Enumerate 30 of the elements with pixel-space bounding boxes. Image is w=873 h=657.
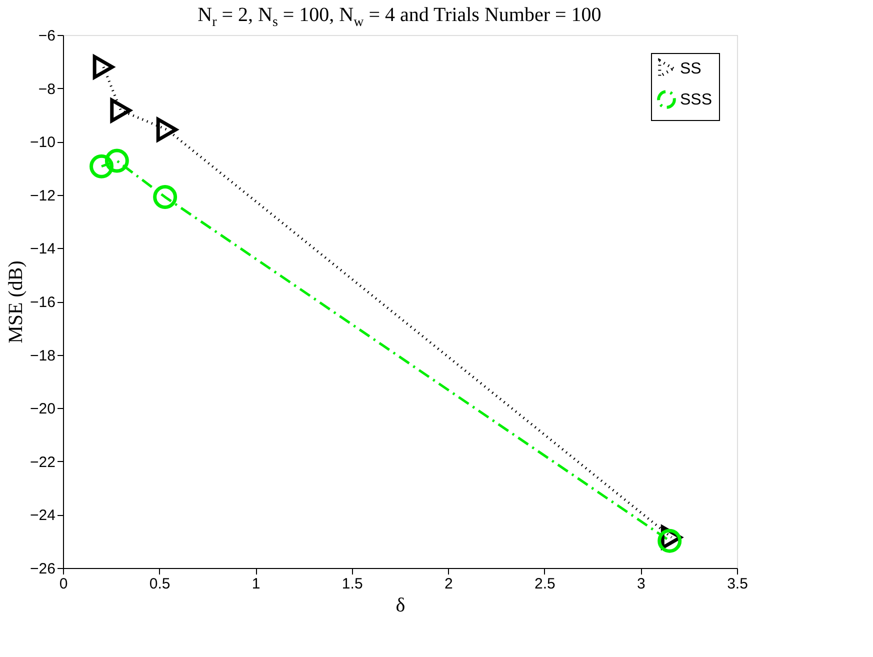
y-tick-label: −6 [38, 28, 56, 44]
y-axis-title: MSE (dB) [5, 260, 28, 344]
x-tick-label: 1.5 [342, 576, 363, 592]
y-tick-label: −14 [30, 240, 56, 258]
legend-label: SS [680, 60, 702, 78]
y-tick-label: −16 [30, 294, 56, 311]
point [153, 185, 178, 210]
point [90, 154, 114, 178]
x-tick-label: 2 [444, 576, 453, 592]
y-tick-label: −12 [30, 187, 56, 204]
y-tick-label: −10 [30, 134, 56, 152]
legend-label: SSS [680, 92, 712, 108]
y-tick-label: −22 [30, 454, 56, 471]
x-tick-label: 2.5 [534, 576, 556, 592]
point [92, 54, 114, 79]
point [156, 118, 178, 142]
x-tick-label: 1 [252, 576, 260, 592]
point [658, 528, 682, 553]
y-tick-label: −26 [30, 560, 56, 578]
point [110, 98, 132, 122]
point [104, 148, 129, 173]
x-tick-label: 3.5 [727, 576, 748, 592]
x-tick-label: 3 [637, 576, 646, 592]
y-tick-label: −18 [30, 347, 56, 364]
y-tick-label: −20 [30, 400, 56, 418]
x-tick-label: 0 [59, 576, 68, 592]
y-tick-label: −24 [30, 507, 56, 524]
y-tick-label: −8 [38, 80, 56, 98]
x-axis-title: δ [396, 594, 406, 616]
x-tick-label: 0.5 [149, 576, 170, 592]
